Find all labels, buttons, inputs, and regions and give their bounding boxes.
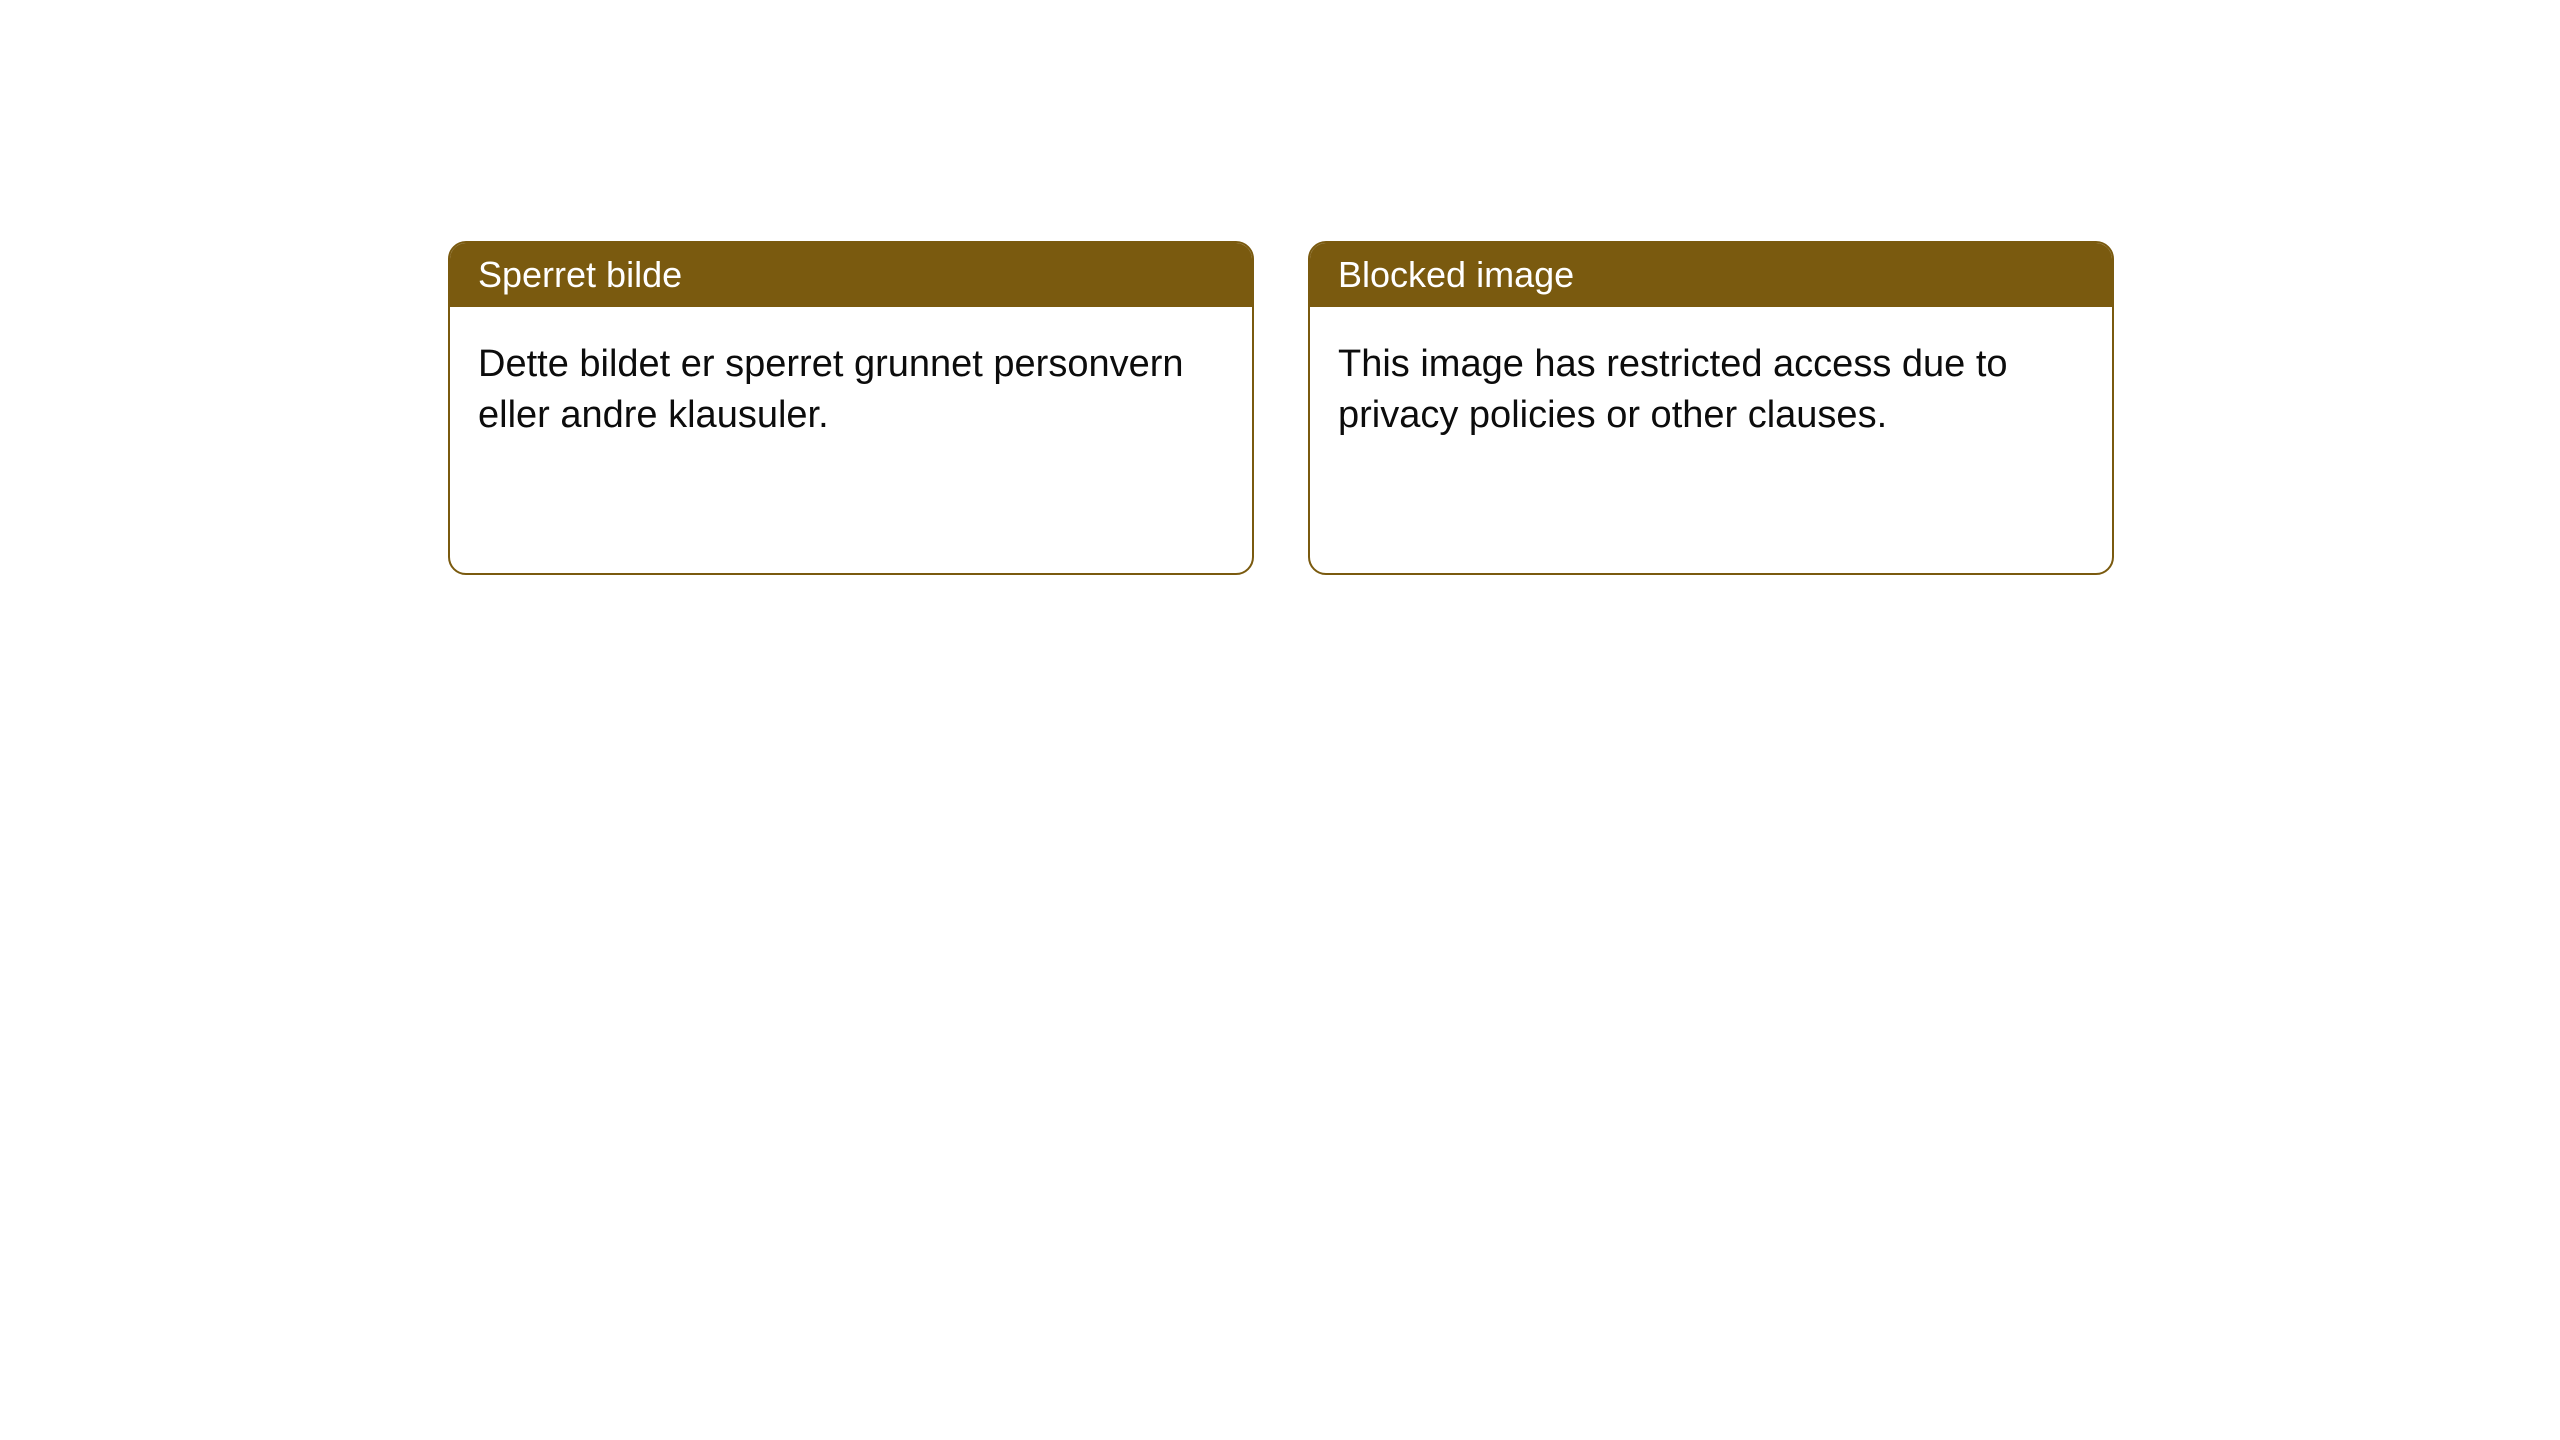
notice-body: Dette bildet er sperret grunnet personve… (450, 307, 1252, 474)
notice-body: This image has restricted access due to … (1310, 307, 2112, 474)
notice-header: Blocked image (1310, 243, 2112, 307)
notice-card-norwegian: Sperret bilde Dette bildet er sperret gr… (448, 241, 1254, 575)
notice-card-english: Blocked image This image has restricted … (1308, 241, 2114, 575)
notice-container: Sperret bilde Dette bildet er sperret gr… (0, 0, 2560, 575)
notice-header: Sperret bilde (450, 243, 1252, 307)
